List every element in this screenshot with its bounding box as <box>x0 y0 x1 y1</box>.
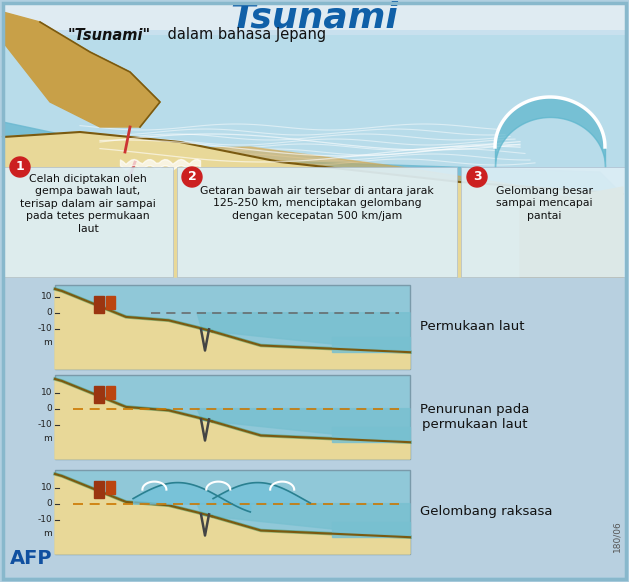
Bar <box>94 481 104 498</box>
Text: 3: 3 <box>472 171 481 183</box>
Text: 1: 1 <box>16 161 25 173</box>
Polygon shape <box>197 503 410 537</box>
FancyBboxPatch shape <box>3 167 173 277</box>
Circle shape <box>467 167 487 187</box>
Polygon shape <box>332 337 410 352</box>
Bar <box>106 481 115 494</box>
Text: "Tsunami": "Tsunami" <box>68 27 151 42</box>
Text: m: m <box>43 338 52 347</box>
Polygon shape <box>55 474 410 554</box>
Polygon shape <box>3 163 623 277</box>
Polygon shape <box>197 313 410 352</box>
Text: 0: 0 <box>47 308 52 317</box>
Polygon shape <box>3 155 623 277</box>
Polygon shape <box>3 12 160 127</box>
Text: Penurunan pada
permukaan laut: Penurunan pada permukaan laut <box>420 403 530 431</box>
Text: -10: -10 <box>37 324 52 333</box>
Text: Permukaan laut: Permukaan laut <box>420 321 525 333</box>
Text: 10: 10 <box>40 483 52 492</box>
Text: m: m <box>43 434 52 443</box>
Text: Gelombang raksasa: Gelombang raksasa <box>420 506 552 519</box>
Text: 10: 10 <box>40 292 52 301</box>
Text: 2: 2 <box>187 171 196 183</box>
Text: Getaran bawah air tersebar di antara jarak
125-250 km, menciptakan gelombang
den: Getaran bawah air tersebar di antara jar… <box>200 186 434 221</box>
Polygon shape <box>197 409 410 442</box>
Polygon shape <box>3 42 620 197</box>
Text: Gelombang besar
sampai mencapai
pantai: Gelombang besar sampai mencapai pantai <box>496 186 593 221</box>
Polygon shape <box>55 379 410 459</box>
Text: -10: -10 <box>37 515 52 524</box>
Bar <box>94 386 104 403</box>
Text: dalam bahasa Jepang: dalam bahasa Jepang <box>163 27 326 42</box>
Bar <box>94 296 104 313</box>
FancyBboxPatch shape <box>55 285 410 369</box>
Text: Celah diciptakan oleh
gempa bawah laut,
terisap dalam air sampai
pada tetes perm: Celah diciptakan oleh gempa bawah laut, … <box>20 174 156 233</box>
Text: 10: 10 <box>40 388 52 397</box>
FancyBboxPatch shape <box>3 278 626 577</box>
Text: -10: -10 <box>37 420 52 429</box>
FancyBboxPatch shape <box>3 35 626 192</box>
Text: AFP: AFP <box>10 549 52 568</box>
Text: 180/06: 180/06 <box>612 520 621 552</box>
Bar <box>106 296 115 309</box>
Polygon shape <box>332 522 410 537</box>
Polygon shape <box>520 187 623 277</box>
Polygon shape <box>3 132 623 277</box>
Text: 0: 0 <box>47 499 52 508</box>
Circle shape <box>10 157 30 177</box>
FancyBboxPatch shape <box>177 167 457 277</box>
Text: 0: 0 <box>47 404 52 413</box>
Polygon shape <box>332 427 410 442</box>
Polygon shape <box>55 289 410 369</box>
Text: Tsunami: Tsunami <box>230 1 398 35</box>
FancyBboxPatch shape <box>3 30 626 277</box>
Circle shape <box>182 167 202 187</box>
Polygon shape <box>3 147 623 277</box>
FancyBboxPatch shape <box>461 167 626 277</box>
FancyBboxPatch shape <box>55 375 410 459</box>
FancyBboxPatch shape <box>3 3 626 30</box>
Text: m: m <box>43 528 52 538</box>
FancyBboxPatch shape <box>55 470 410 554</box>
Bar <box>106 386 115 399</box>
